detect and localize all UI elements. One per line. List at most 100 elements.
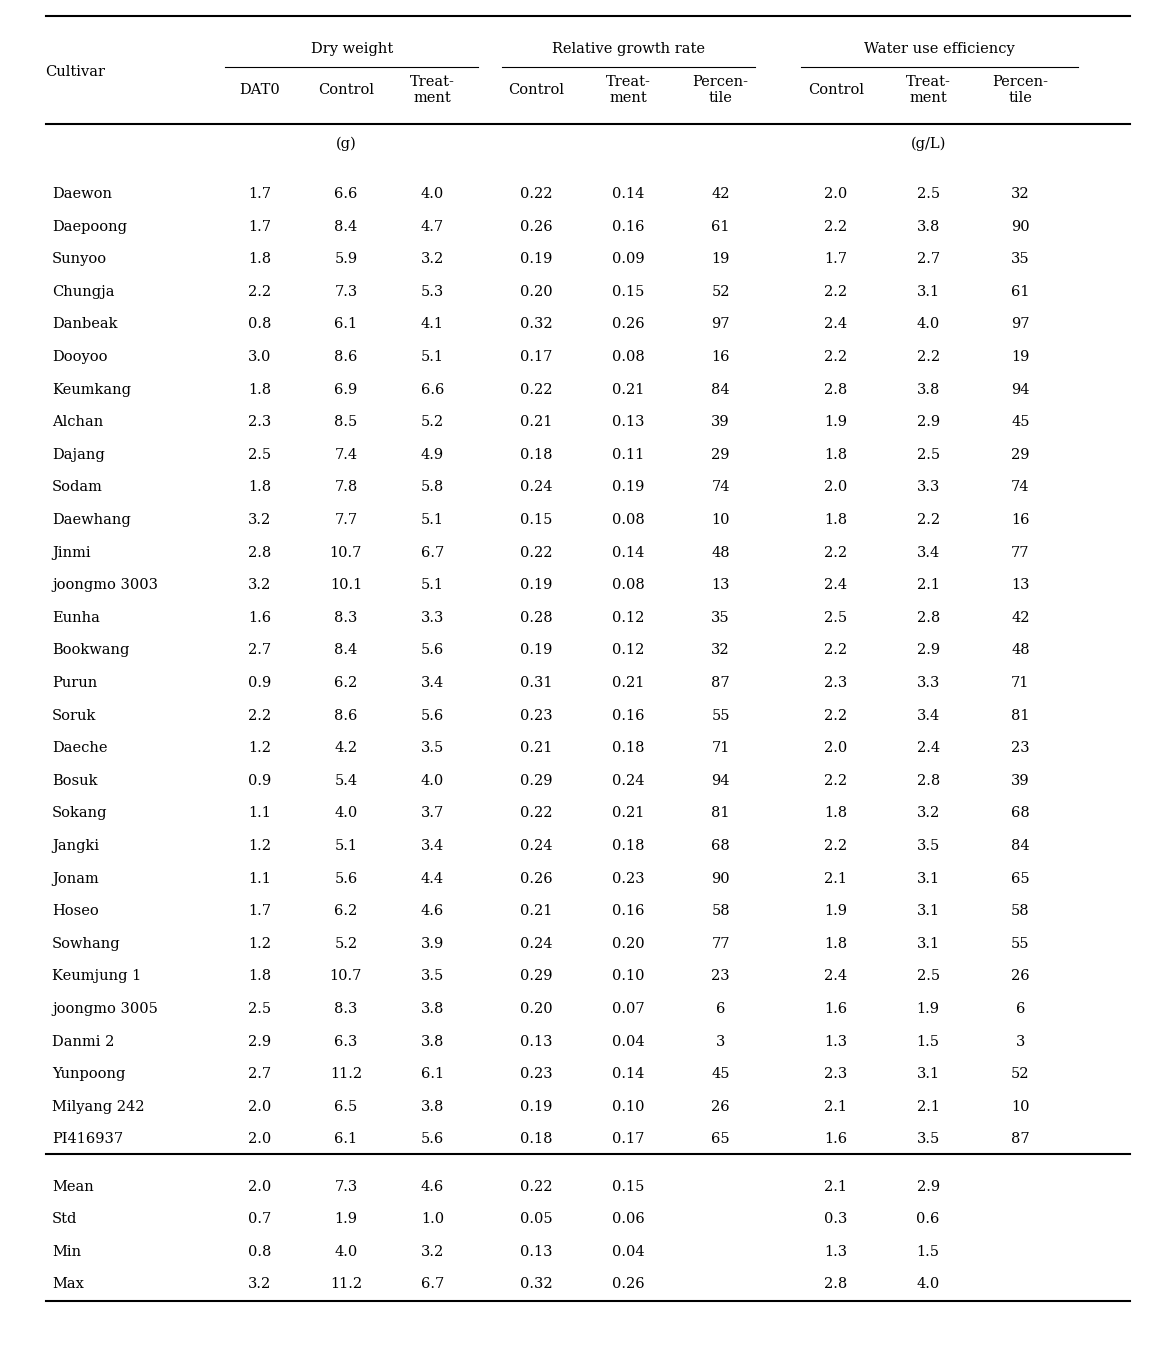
Text: 0.26: 0.26 (520, 219, 552, 234)
Text: 1.6: 1.6 (824, 1132, 847, 1146)
Text: 3.8: 3.8 (917, 383, 940, 397)
Text: 2.4: 2.4 (824, 318, 847, 331)
Text: 5.1: 5.1 (334, 839, 357, 853)
Text: 13: 13 (711, 578, 730, 593)
Text: 2.2: 2.2 (824, 350, 847, 364)
Text: 74: 74 (1011, 481, 1030, 494)
Text: 0.18: 0.18 (612, 741, 645, 756)
Text: Hoseo: Hoseo (52, 904, 99, 919)
Text: 1.3: 1.3 (824, 1035, 847, 1049)
Text: 97: 97 (1011, 318, 1030, 331)
Text: Milyang 242: Milyang 242 (52, 1099, 144, 1114)
Text: 2.5: 2.5 (824, 611, 847, 624)
Text: 2.9: 2.9 (917, 415, 940, 430)
Text: 6.1: 6.1 (334, 1132, 357, 1146)
Text: 1.7: 1.7 (248, 188, 271, 201)
Text: 32: 32 (711, 643, 730, 657)
Text: 3: 3 (1016, 1035, 1025, 1049)
Text: Jangki: Jangki (52, 839, 99, 853)
Text: 4.0: 4.0 (917, 1277, 940, 1291)
Text: 0.29: 0.29 (520, 773, 552, 787)
Text: 0.21: 0.21 (520, 415, 552, 430)
Text: 1.5: 1.5 (917, 1244, 940, 1258)
Text: (g): (g) (336, 137, 356, 151)
Text: 0.29: 0.29 (520, 969, 552, 983)
Text: 10: 10 (711, 513, 730, 527)
Text: 4.0: 4.0 (421, 188, 444, 201)
Text: Max: Max (52, 1277, 84, 1291)
Text: DAT0: DAT0 (239, 82, 280, 97)
Text: 7.7: 7.7 (334, 513, 357, 527)
Text: 3.1: 3.1 (917, 285, 940, 298)
Text: 0.23: 0.23 (520, 709, 552, 723)
Text: 0.32: 0.32 (520, 1277, 552, 1291)
Text: 4.4: 4.4 (421, 872, 444, 886)
Text: Jinmi: Jinmi (52, 546, 90, 560)
Text: 1.7: 1.7 (248, 904, 271, 919)
Text: 0.21: 0.21 (520, 741, 552, 756)
Text: 4.1: 4.1 (421, 318, 444, 331)
Text: 1.2: 1.2 (248, 839, 271, 853)
Text: 26: 26 (1011, 969, 1030, 983)
Text: 6.2: 6.2 (334, 904, 357, 919)
Text: 3.1: 3.1 (917, 904, 940, 919)
Text: 0.24: 0.24 (612, 773, 645, 787)
Text: 0.19: 0.19 (612, 481, 645, 494)
Text: 7.3: 7.3 (334, 1180, 357, 1194)
Text: 1.9: 1.9 (334, 1212, 357, 1227)
Text: 2.1: 2.1 (917, 578, 940, 593)
Text: 5.1: 5.1 (421, 578, 444, 593)
Text: 35: 35 (711, 611, 730, 624)
Text: 2.3: 2.3 (824, 676, 847, 690)
Text: Sunyoo: Sunyoo (52, 252, 107, 266)
Text: 3: 3 (716, 1035, 725, 1049)
Text: 0.3: 0.3 (824, 1212, 847, 1227)
Text: 0.19: 0.19 (520, 252, 552, 266)
Text: 42: 42 (1011, 611, 1030, 624)
Text: 0.13: 0.13 (520, 1244, 552, 1258)
Text: 0.08: 0.08 (612, 350, 645, 364)
Text: 0.08: 0.08 (612, 578, 645, 593)
Text: 1.8: 1.8 (824, 513, 847, 527)
Text: Jonam: Jonam (52, 872, 99, 886)
Text: 94: 94 (1011, 383, 1030, 397)
Text: 3.1: 3.1 (917, 872, 940, 886)
Text: 0.24: 0.24 (520, 936, 552, 950)
Text: 0.20: 0.20 (520, 1002, 552, 1016)
Text: Soruk: Soruk (52, 709, 96, 723)
Text: PI416937: PI416937 (52, 1132, 123, 1146)
Text: Water use efficiency: Water use efficiency (865, 42, 1015, 56)
Text: Dooyoo: Dooyoo (52, 350, 107, 364)
Text: 2.7: 2.7 (248, 643, 271, 657)
Text: 0.20: 0.20 (520, 285, 552, 298)
Text: 16: 16 (711, 350, 730, 364)
Text: 2.5: 2.5 (917, 188, 940, 201)
Text: joongmo 3003: joongmo 3003 (52, 578, 158, 593)
Text: 0.26: 0.26 (612, 318, 645, 331)
Text: 5.1: 5.1 (421, 513, 444, 527)
Text: Sowhang: Sowhang (52, 936, 121, 950)
Text: 87: 87 (711, 676, 730, 690)
Text: 84: 84 (1011, 839, 1030, 853)
Text: 2.8: 2.8 (248, 546, 271, 560)
Text: 2.0: 2.0 (248, 1180, 271, 1194)
Text: 61: 61 (711, 219, 730, 234)
Text: 97: 97 (711, 318, 730, 331)
Text: 8.3: 8.3 (334, 1002, 357, 1016)
Text: 0.19: 0.19 (520, 1099, 552, 1114)
Text: 3.2: 3.2 (421, 1244, 444, 1258)
Text: 2.2: 2.2 (824, 219, 847, 234)
Text: 2.4: 2.4 (917, 741, 940, 756)
Text: Daeche: Daeche (52, 741, 107, 756)
Text: 0.21: 0.21 (520, 904, 552, 919)
Text: 1.9: 1.9 (917, 1002, 940, 1016)
Text: 2.0: 2.0 (824, 481, 847, 494)
Text: Daepoong: Daepoong (52, 219, 127, 234)
Text: 1.2: 1.2 (248, 741, 271, 756)
Text: 4.0: 4.0 (421, 773, 444, 787)
Text: Purun: Purun (52, 676, 97, 690)
Text: 2.5: 2.5 (917, 969, 940, 983)
Text: 0.18: 0.18 (520, 1132, 552, 1146)
Text: 0.10: 0.10 (612, 969, 645, 983)
Text: 0.8: 0.8 (248, 318, 271, 331)
